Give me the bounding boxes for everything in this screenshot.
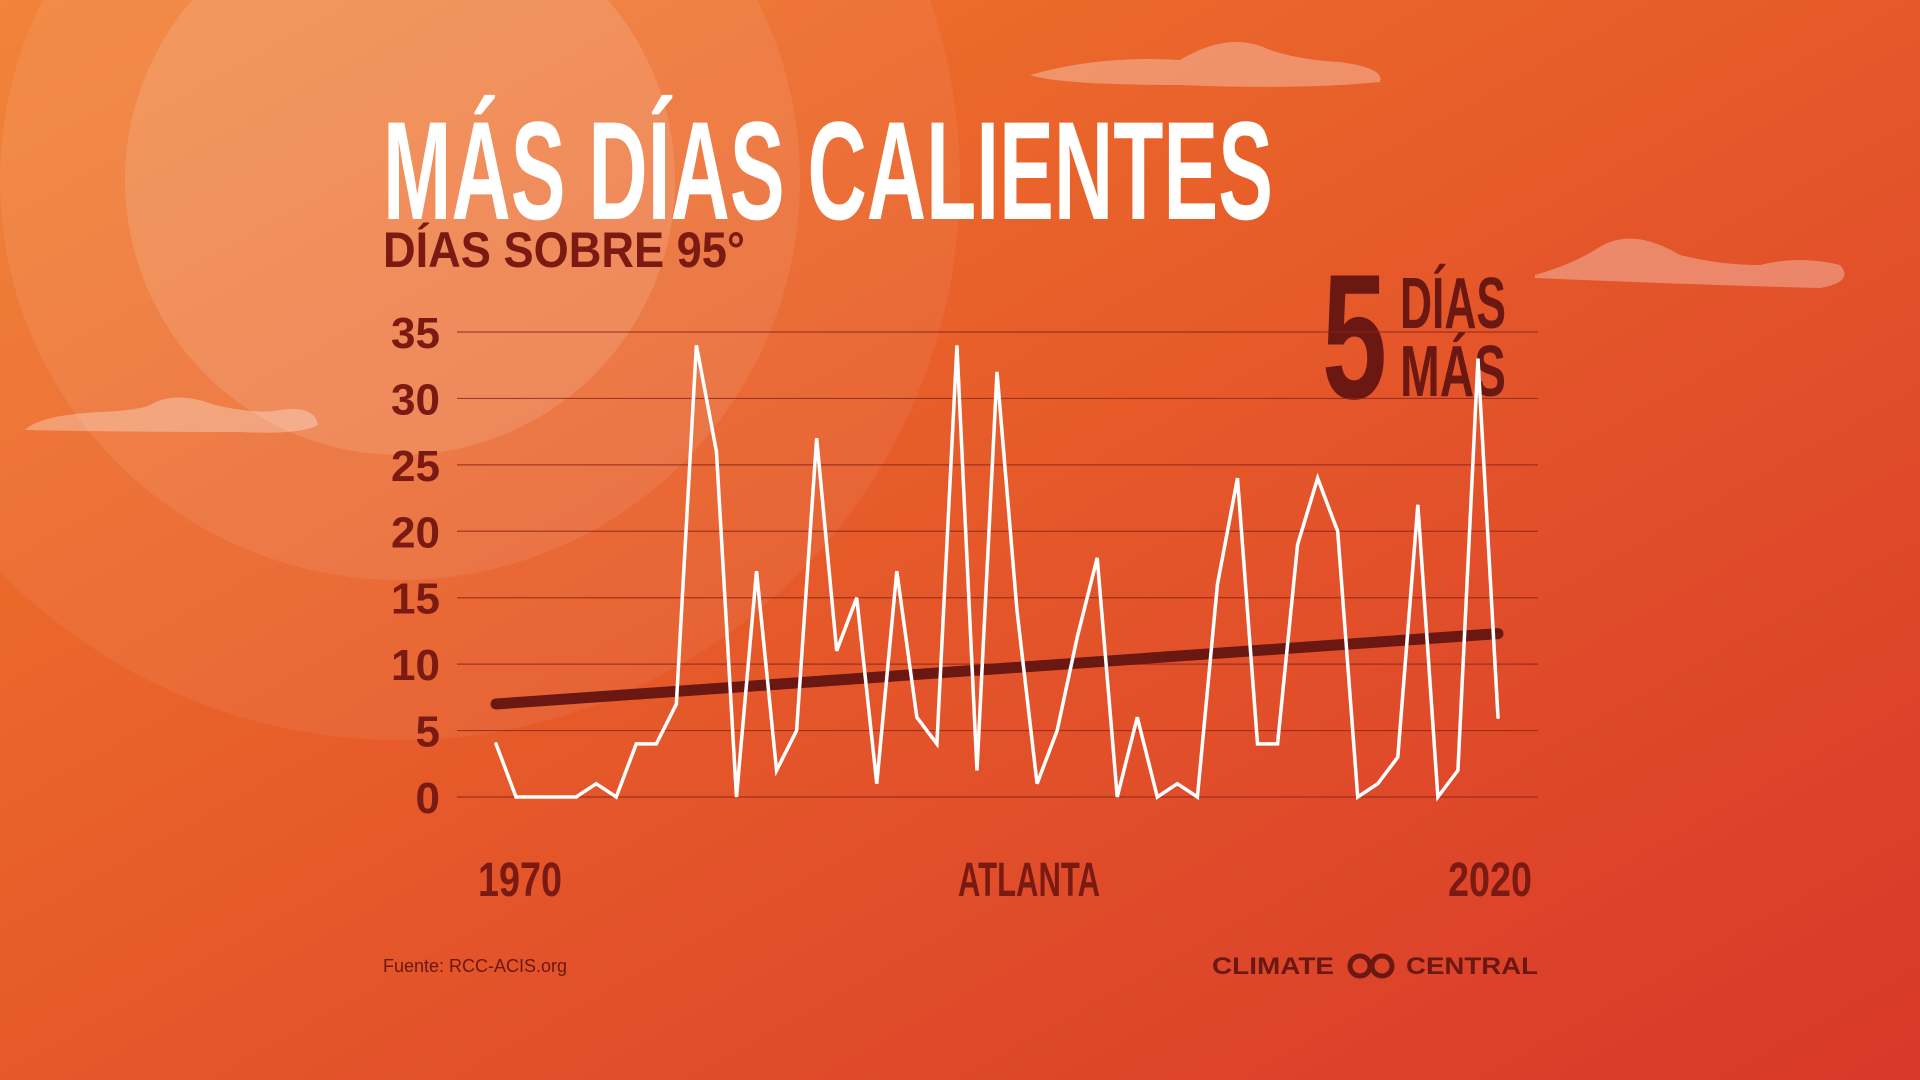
x-tick-label: 1970 [478,854,562,907]
y-tick-label: 35 [391,309,440,358]
y-tick-label: 15 [391,575,440,624]
source: Fuente: RCC-ACIS.org [383,956,567,976]
y-tick-label: 5 [416,708,440,757]
annotation-number: 5 [1322,237,1387,436]
cloud [25,397,318,433]
y-tick-label: 20 [391,508,440,557]
sun-halo [0,0,800,580]
y-tick-label: 10 [391,641,440,690]
annotation-text: DÍAS [1400,264,1506,344]
sun-halo [0,0,960,740]
brand-text: CLIMATE [1212,953,1334,980]
data-line [494,344,1500,802]
location-label: ATLANTA [958,854,1100,907]
y-tick-label: 30 [391,375,440,424]
cloud [1535,238,1845,288]
y-tick-label: 25 [391,442,440,491]
sun [125,0,675,455]
y-tick-label: 0 [416,774,440,823]
brand-text: CENTRAL [1406,953,1538,980]
trend-line [490,628,1504,710]
chart-title: MÁS DÍAS CALIENTES [383,92,1273,249]
annotation-text: MÁS [1400,332,1506,412]
x-tick-label: 2020 [1448,854,1532,907]
chart-subtitle: DÍAS SOBRE 95° [383,222,745,278]
brand-logo [1347,953,1395,979]
cloud [1030,42,1381,87]
